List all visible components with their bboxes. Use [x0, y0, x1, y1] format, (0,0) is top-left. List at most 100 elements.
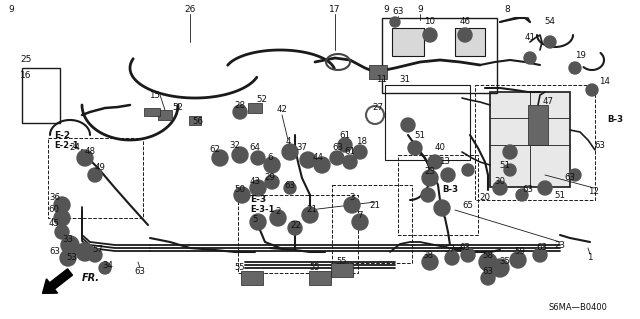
Text: 63: 63 — [460, 243, 470, 253]
Text: 44: 44 — [312, 153, 323, 162]
Circle shape — [516, 189, 528, 201]
Text: 55: 55 — [310, 263, 320, 272]
Circle shape — [481, 271, 495, 285]
Text: 59: 59 — [515, 248, 525, 256]
Circle shape — [77, 150, 93, 166]
Text: 49: 49 — [95, 164, 106, 173]
Text: 23: 23 — [424, 167, 435, 176]
Circle shape — [569, 62, 581, 74]
Circle shape — [461, 248, 475, 262]
Bar — [369, 65, 387, 79]
Text: 47: 47 — [543, 98, 554, 107]
Text: 17: 17 — [329, 5, 340, 14]
Circle shape — [510, 252, 526, 268]
Text: 48: 48 — [84, 147, 95, 157]
Text: 52: 52 — [173, 102, 184, 112]
Text: 64: 64 — [250, 144, 260, 152]
Text: 35: 35 — [499, 257, 511, 266]
Text: 46: 46 — [460, 18, 470, 26]
Text: 45: 45 — [49, 219, 60, 228]
Text: 34: 34 — [102, 261, 113, 270]
Text: 6: 6 — [268, 153, 273, 162]
Text: 63: 63 — [333, 144, 344, 152]
Bar — [382, 18, 497, 93]
Circle shape — [569, 169, 581, 181]
Text: 9: 9 — [8, 5, 14, 14]
Text: 38: 38 — [422, 250, 433, 259]
Text: 61: 61 — [344, 147, 355, 157]
Text: 22: 22 — [291, 220, 301, 229]
Bar — [189, 116, 201, 125]
Circle shape — [330, 151, 344, 165]
Circle shape — [314, 157, 330, 173]
Text: 51: 51 — [499, 160, 511, 169]
Circle shape — [458, 28, 472, 42]
Circle shape — [491, 259, 509, 277]
Circle shape — [54, 197, 70, 213]
Bar — [238, 195, 358, 273]
Circle shape — [300, 152, 316, 168]
Text: 40: 40 — [435, 144, 445, 152]
Text: 51: 51 — [415, 130, 426, 139]
Circle shape — [524, 52, 536, 64]
Text: 36: 36 — [49, 194, 61, 203]
Circle shape — [270, 210, 286, 226]
Text: 15: 15 — [150, 91, 161, 100]
Circle shape — [88, 168, 102, 182]
Bar — [398, 155, 478, 235]
Circle shape — [493, 181, 507, 195]
Text: 16: 16 — [20, 70, 32, 79]
FancyArrow shape — [42, 269, 72, 293]
Text: 33: 33 — [63, 235, 74, 244]
Circle shape — [232, 147, 248, 163]
Text: 62: 62 — [209, 145, 221, 154]
Text: 20: 20 — [479, 194, 490, 203]
Text: 41: 41 — [525, 33, 536, 42]
Circle shape — [441, 168, 455, 182]
Bar — [475, 85, 595, 200]
Text: 2: 2 — [275, 207, 281, 217]
Circle shape — [434, 200, 450, 216]
Text: 24: 24 — [70, 144, 81, 152]
Text: 30: 30 — [495, 177, 506, 187]
Circle shape — [54, 210, 70, 226]
Text: 10: 10 — [424, 18, 435, 26]
Circle shape — [282, 144, 298, 160]
Text: E-2: E-2 — [54, 130, 70, 139]
Text: 42: 42 — [276, 106, 287, 115]
Circle shape — [544, 36, 556, 48]
Text: 63: 63 — [392, 8, 404, 17]
Circle shape — [265, 175, 279, 189]
Circle shape — [533, 248, 547, 262]
Text: 29: 29 — [264, 174, 275, 182]
Text: 28: 28 — [234, 100, 246, 109]
Text: 57: 57 — [93, 246, 104, 255]
Text: 5: 5 — [252, 216, 258, 225]
Text: B-3: B-3 — [607, 115, 623, 124]
Text: 23: 23 — [554, 241, 566, 249]
Bar — [455, 28, 485, 56]
Text: 55: 55 — [337, 257, 348, 266]
Text: B-3: B-3 — [442, 186, 458, 195]
Text: 26: 26 — [184, 5, 196, 14]
Text: 12: 12 — [589, 188, 600, 197]
Text: 56: 56 — [193, 117, 204, 127]
Circle shape — [503, 145, 517, 159]
Circle shape — [250, 180, 266, 196]
Bar — [144, 108, 160, 116]
Circle shape — [264, 157, 280, 173]
Circle shape — [212, 150, 228, 166]
Bar — [22, 68, 60, 123]
Text: 63: 63 — [564, 174, 575, 182]
Circle shape — [344, 197, 360, 213]
Circle shape — [422, 254, 438, 270]
Text: 21: 21 — [307, 205, 317, 214]
Text: 32: 32 — [230, 140, 241, 150]
Circle shape — [421, 188, 435, 202]
Circle shape — [504, 164, 516, 176]
Circle shape — [60, 250, 76, 266]
Circle shape — [343, 155, 357, 169]
Circle shape — [338, 138, 352, 152]
Text: 21: 21 — [369, 201, 381, 210]
Text: 19: 19 — [575, 50, 586, 60]
